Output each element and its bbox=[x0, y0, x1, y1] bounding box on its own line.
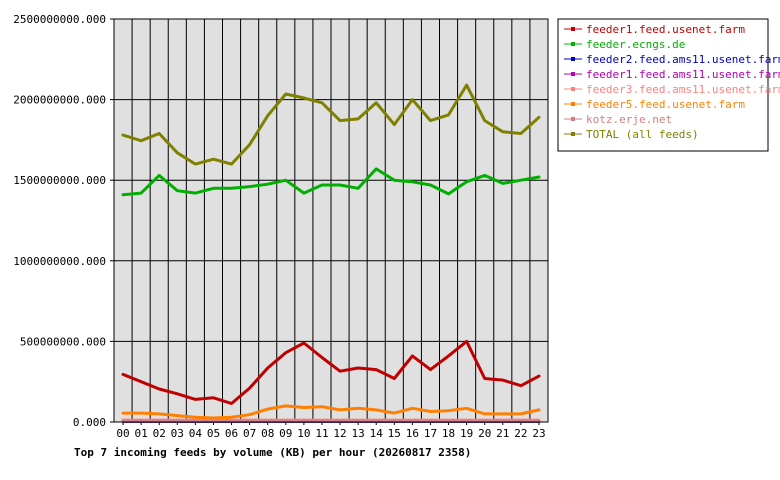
x-tick-label: 08 bbox=[261, 427, 274, 440]
x-tick-label: 01 bbox=[135, 427, 148, 440]
legend: feeder1.feed.usenet.farm feeder.ecngs.de f… bbox=[557, 18, 780, 152]
x-tick-label: 16 bbox=[406, 427, 419, 440]
x-tick-label: 17 bbox=[424, 427, 437, 440]
plot-border bbox=[113, 18, 549, 423]
legend-marker bbox=[571, 132, 575, 136]
series-line bbox=[121, 339, 541, 405]
x-tick-label: 06 bbox=[225, 427, 238, 440]
x-tick-label: 02 bbox=[153, 427, 166, 440]
y-tick-label: 2000000000.000 bbox=[13, 94, 106, 107]
x-tick-label: 04 bbox=[189, 427, 203, 440]
legend-label: feeder.ecngs.de bbox=[586, 38, 685, 51]
x-tick-label: 15 bbox=[388, 427, 401, 440]
series-line bbox=[121, 404, 541, 420]
x-tick-label: 00 bbox=[116, 427, 129, 440]
legend-label: feeder2.feed.ams11.usenet.farm bbox=[586, 53, 780, 66]
x-tick-label: 09 bbox=[279, 427, 292, 440]
legend-marker bbox=[571, 27, 575, 31]
legend-marker bbox=[571, 102, 575, 106]
x-tick-label: 20 bbox=[478, 427, 491, 440]
legend-label: feeder1.feed.usenet.farm bbox=[586, 23, 745, 36]
x-tick-label: 05 bbox=[207, 427, 220, 440]
legend-label: feeder3.feed.ams11.usenet.farm bbox=[586, 83, 780, 96]
x-tick-label: 03 bbox=[171, 427, 184, 440]
y-tick-label: 2500000000.000 bbox=[13, 13, 106, 26]
legend-marker bbox=[571, 57, 575, 61]
legend-label: kotz.erje.net bbox=[586, 113, 672, 126]
x-tick-label: 18 bbox=[442, 427, 455, 440]
series-line bbox=[121, 167, 541, 197]
x-tick-label: 07 bbox=[243, 427, 256, 440]
legend-label: feeder1.feed.ams11.usenet.farm bbox=[586, 68, 780, 81]
x-tick-label: 13 bbox=[352, 427, 365, 440]
x-axis-labels: 00 01 02 03 04 05 06 07 08 09 10 11 12 13 14 15 16 17 18 19… bbox=[116, 427, 545, 440]
legend-marker bbox=[571, 72, 575, 76]
legend-marker bbox=[571, 87, 575, 91]
legend-box bbox=[557, 18, 769, 152]
y-tick-label: 1500000000.000 bbox=[13, 174, 106, 187]
legend-marker bbox=[571, 117, 575, 121]
legend-label: TOTAL (all feeds) bbox=[586, 128, 699, 141]
x-tick-label: 12 bbox=[333, 427, 346, 440]
x-tick-label: 11 bbox=[315, 427, 328, 440]
x-tick-label: 19 bbox=[460, 427, 473, 440]
x-tick-label: 10 bbox=[297, 427, 310, 440]
legend-label: feeder5.feed.usenet.farm bbox=[586, 98, 745, 111]
x-tick-label: 23 bbox=[532, 427, 545, 440]
x-tick-label: 21 bbox=[496, 427, 509, 440]
y-tick-label: 0.000 bbox=[73, 416, 106, 429]
y-tick-label: 500000000.000 bbox=[20, 335, 106, 348]
series-line bbox=[121, 83, 541, 166]
y-axis-labels: 0.000 500000000.000 1000000000.000 15000000… bbox=[13, 13, 106, 429]
x-tick-label: 14 bbox=[370, 427, 384, 440]
y-tick-label: 1000000000.000 bbox=[13, 255, 106, 268]
chart-title: Top 7 incoming feeds by volume (KB) per … bbox=[74, 446, 471, 459]
x-tick-label: 22 bbox=[514, 427, 527, 440]
legend-marker bbox=[571, 42, 575, 46]
